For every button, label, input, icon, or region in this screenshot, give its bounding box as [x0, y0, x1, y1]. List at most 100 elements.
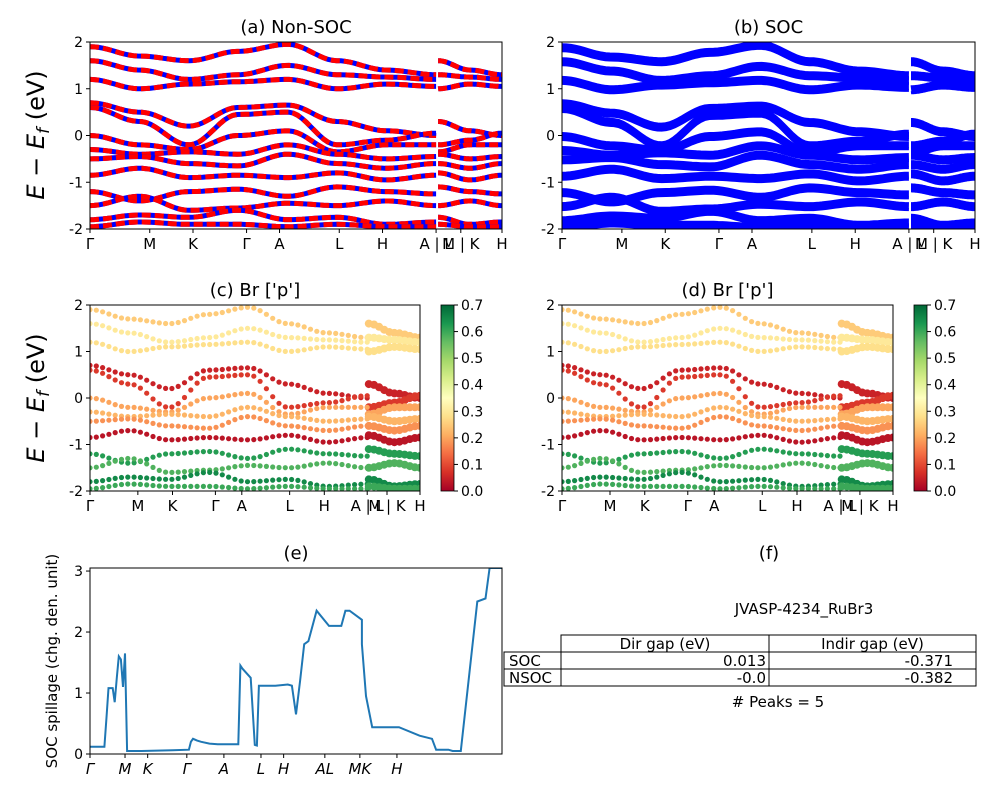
band-point — [295, 322, 301, 328]
band-point — [144, 431, 150, 437]
band-point — [125, 330, 131, 336]
band-point — [610, 317, 616, 323]
band-point — [622, 407, 628, 413]
band-point — [755, 334, 761, 340]
band-point — [276, 333, 282, 339]
band-point — [326, 418, 332, 424]
band-point — [761, 404, 767, 410]
band-point — [799, 344, 805, 350]
band-point — [736, 418, 742, 424]
band-point — [889, 452, 893, 461]
x-tick-label: A | L — [419, 235, 453, 253]
colorbar-tick-label: 0.3 — [934, 404, 956, 420]
band-point — [175, 423, 181, 429]
band-point — [339, 392, 345, 398]
x-tick-label: K — [143, 760, 154, 778]
band-point — [780, 485, 786, 491]
band-point — [736, 311, 742, 317]
band-line — [562, 104, 909, 149]
band-line — [90, 76, 437, 92]
band-point — [333, 486, 339, 491]
band-point — [320, 460, 326, 466]
band-point — [244, 437, 251, 443]
band-point — [219, 411, 225, 417]
band-point — [282, 348, 288, 354]
band-point — [647, 450, 654, 457]
band-point — [106, 483, 112, 490]
band-point — [616, 461, 622, 467]
band-point — [156, 384, 162, 390]
band-point — [238, 339, 244, 345]
band-point — [416, 463, 420, 472]
band-line — [438, 184, 502, 197]
band-point — [692, 484, 698, 490]
band-point — [711, 326, 717, 332]
band-point — [150, 336, 156, 342]
band-point — [100, 341, 106, 347]
band-line — [562, 81, 909, 95]
x-tick-label: H — [887, 497, 898, 515]
band-point — [289, 476, 295, 483]
band-point — [270, 484, 276, 490]
band-point — [352, 436, 358, 442]
x-tick-label: Γ — [715, 235, 724, 253]
band-point — [251, 479, 257, 485]
band-point — [144, 419, 150, 425]
band-point — [163, 411, 169, 417]
band-point — [90, 479, 93, 485]
band-point — [282, 320, 288, 326]
band-point — [282, 381, 288, 387]
band-point — [767, 464, 774, 470]
band-point — [181, 474, 188, 480]
band-point — [736, 343, 742, 349]
band-point — [112, 402, 118, 408]
band-point — [774, 324, 780, 330]
band-point — [780, 401, 786, 408]
band-point — [257, 463, 263, 469]
band-point — [767, 382, 774, 388]
band-point — [244, 455, 251, 461]
band-point — [572, 453, 578, 459]
band-point — [793, 400, 799, 406]
band-line — [562, 75, 909, 93]
band-point — [257, 415, 263, 422]
band-point — [175, 407, 181, 413]
colorbar: 0.0 0.1 0.2 0.3 0.4 0.5 0.6 0.7 — [913, 298, 956, 500]
band-point — [793, 330, 799, 336]
table-cell: 0.013 — [723, 652, 766, 670]
band-point — [647, 437, 654, 443]
band-point — [106, 476, 112, 483]
band-point — [175, 450, 181, 457]
band-point — [704, 417, 710, 423]
band-point — [90, 418, 93, 424]
band-point — [628, 338, 635, 344]
band-point — [320, 404, 326, 411]
band-point — [232, 485, 238, 491]
band-point — [137, 385, 143, 391]
x-tick-label: M — [604, 497, 617, 515]
band-point — [244, 325, 251, 331]
band-point — [144, 334, 150, 340]
band-point — [647, 383, 654, 389]
band-point — [584, 369, 590, 375]
band-point — [603, 330, 609, 336]
band-point — [226, 452, 232, 458]
band-point — [647, 344, 654, 350]
band-point — [213, 341, 219, 347]
band-point — [717, 305, 723, 310]
band-point — [622, 336, 628, 342]
band-point — [257, 436, 263, 442]
band-point — [654, 474, 660, 480]
band-line — [562, 192, 909, 214]
band-point — [125, 372, 131, 378]
band-point — [824, 416, 831, 423]
band-point — [597, 404, 603, 410]
band-point — [597, 481, 603, 487]
band-point — [824, 394, 831, 400]
band-point — [125, 348, 131, 355]
band-point — [270, 464, 276, 470]
band-point — [270, 477, 276, 483]
band-point — [578, 367, 584, 373]
band-point — [163, 423, 169, 429]
band-point — [660, 424, 666, 430]
